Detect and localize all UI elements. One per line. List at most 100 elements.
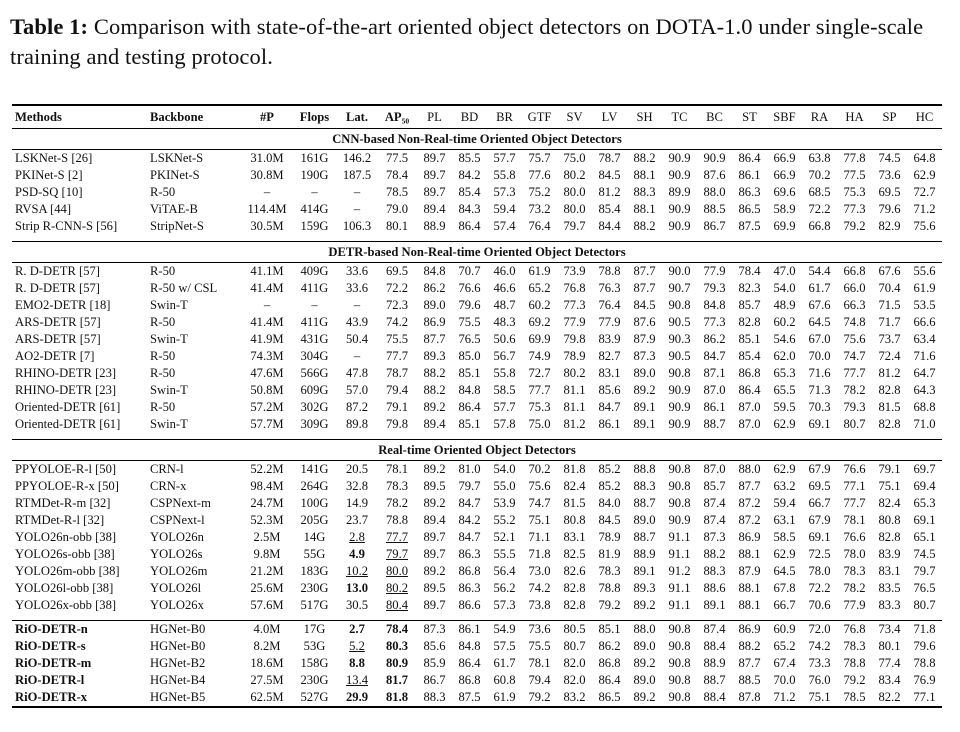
- value-cell: 72.2: [808, 202, 831, 216]
- value-cell: 43.9: [345, 315, 369, 329]
- value-cell: 85.2: [598, 479, 621, 493]
- value-cell: 13.0: [345, 581, 369, 595]
- value-cell: 61.7: [493, 656, 516, 670]
- value-cell: 77.7: [528, 383, 551, 397]
- value-cell: 85.6: [423, 639, 446, 653]
- value-cell: HGNet-B0: [150, 639, 206, 653]
- value-cell: 33.6: [345, 264, 369, 278]
- value-cell: 48.9: [773, 298, 796, 312]
- value-cell: 158G: [300, 656, 329, 670]
- column-header: LV: [592, 104, 627, 129]
- value-cell: 71.1: [528, 530, 551, 544]
- value-cell: 77.1: [907, 689, 942, 708]
- value-cell: Swin-T: [150, 298, 188, 312]
- value-cell: 80.0: [385, 564, 409, 578]
- value-cell: 87.0: [738, 400, 761, 414]
- value-cell: 82.0: [563, 656, 586, 670]
- value-cell: 80.2: [563, 366, 586, 380]
- value-cell: 66.8: [808, 219, 831, 233]
- value-cell: 90.5: [668, 315, 691, 329]
- value-cell: 88.1: [738, 598, 761, 612]
- value-cell: 54.9: [487, 620, 522, 638]
- value-cell: 54.6: [773, 332, 796, 346]
- method-cell: PPYOLOE-R-l [50]: [15, 462, 117, 476]
- value-cell: 67.9: [808, 513, 831, 527]
- value-cell: 77.9: [703, 264, 726, 278]
- value-cell: 86.8: [458, 673, 481, 687]
- header-row: Methods Backbone #P Flops Lat. AP₅₀ PL BD BR GTF S…: [12, 104, 942, 129]
- value-cell: 10.2: [345, 564, 369, 578]
- value-cell: 87.2: [738, 513, 761, 527]
- column-header: Backbone: [147, 104, 242, 129]
- value-cell: 78.3: [843, 564, 866, 578]
- data-row: RTMDet-R-l [32] CSPNext-l 52.3M 205G 23.7 78.…: [12, 512, 942, 529]
- value-cell: 89.2: [633, 656, 656, 670]
- value-cell: 89.2: [633, 598, 656, 612]
- value-cell: 89.0: [633, 639, 656, 653]
- value-cell: 69.1: [808, 417, 831, 431]
- value-cell: 66.0: [843, 281, 866, 295]
- value-cell: 78.2: [843, 383, 866, 397]
- data-row: ARS-DETR [57] R-50 41.4M 411G 43.9 74.2 86.9 75…: [12, 314, 942, 331]
- value-cell: 73.7: [878, 332, 901, 346]
- value-cell: 90.9: [668, 202, 691, 216]
- value-cell: HGNet-B5: [147, 689, 242, 708]
- value-cell: 90.8: [662, 689, 697, 708]
- value-cell: 82.8: [878, 530, 901, 544]
- value-cell: 75.6: [913, 219, 936, 233]
- value-cell: 57.7M: [250, 417, 284, 431]
- value-cell: 88.4: [697, 689, 732, 708]
- caption-label: Table 1:: [10, 14, 89, 39]
- value-cell: 87.3: [633, 349, 656, 363]
- value-cell: 80.9: [385, 656, 409, 670]
- value-cell: 89.2: [633, 383, 656, 397]
- method-cell: PSD-SQ [10]: [15, 185, 83, 199]
- value-cell: 75.5: [458, 315, 481, 329]
- value-cell: 78.0: [808, 564, 831, 578]
- value-cell: 55.5: [493, 547, 516, 561]
- value-cell: 84.5: [598, 168, 621, 182]
- data-row: RTMDet-R-m [32] CSPNext-m 24.7M 100G 14.9 78.…: [12, 495, 942, 512]
- value-cell: 57.5: [493, 639, 516, 653]
- data-row: YOLO26m-obb [38] YOLO26m 21.2M 183G 10.2 80.0…: [12, 563, 942, 580]
- value-cell: 75.1: [528, 513, 551, 527]
- value-cell: R-50 w/ CSL: [150, 281, 218, 295]
- method-cell: YOLO26s-obb [38]: [15, 547, 115, 561]
- value-cell: 86.1: [738, 168, 761, 182]
- value-cell: 29.9: [337, 689, 377, 708]
- value-cell: 414G: [300, 202, 329, 216]
- value-cell: 86.1: [452, 620, 487, 638]
- value-cell: 77.3: [563, 298, 586, 312]
- value-cell: 60.9: [767, 620, 802, 638]
- value-cell: 88.7: [703, 417, 726, 431]
- value-cell: 61.9: [528, 264, 551, 278]
- value-cell: 71.0: [913, 417, 936, 431]
- value-cell: 87.5: [452, 689, 487, 708]
- value-cell: 82.4: [563, 479, 586, 493]
- value-cell: 60.8: [493, 673, 516, 687]
- column-header: SP: [872, 104, 907, 129]
- value-cell: 32.8: [345, 479, 369, 493]
- value-cell: 2.7: [337, 620, 377, 638]
- value-cell: 66.9: [773, 168, 796, 182]
- value-cell: 409G: [300, 264, 329, 278]
- value-cell: 72.3: [385, 298, 409, 312]
- method-cell: RiO-DETR-n: [12, 620, 147, 638]
- column-header: SBF: [767, 104, 802, 129]
- caption-text: Comparison with state-of-the-art oriente…: [10, 14, 924, 69]
- value-cell: 54.0: [493, 462, 516, 476]
- value-cell: 71.8: [907, 620, 942, 638]
- value-cell: 57.2M: [250, 400, 284, 414]
- value-cell: 77.9: [598, 315, 621, 329]
- value-cell: 88.7: [633, 530, 656, 544]
- value-cell: 63.4: [913, 332, 936, 346]
- value-cell: 90.9: [668, 219, 691, 233]
- value-cell: 52.1: [493, 530, 516, 544]
- value-cell: 73.4: [872, 620, 907, 638]
- value-cell: 79.2: [522, 689, 557, 708]
- value-cell: 87.4: [703, 513, 726, 527]
- value-cell: 80.1: [385, 219, 409, 233]
- value-cell: 87.2: [345, 400, 369, 414]
- value-cell: 87.7: [633, 281, 656, 295]
- value-cell: 4.0M: [242, 620, 292, 638]
